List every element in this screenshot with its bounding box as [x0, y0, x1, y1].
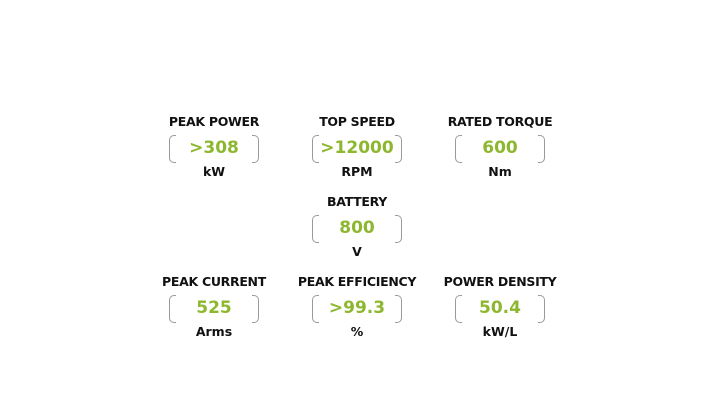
spec-label: POWER DENSITY	[443, 274, 557, 289]
left-bracket	[169, 135, 176, 163]
spec-unit: Nm	[488, 164, 512, 179]
value-bracket-box: 525	[169, 295, 259, 323]
spec-value: 800	[339, 218, 375, 238]
spec-label: RATED TORQUE	[447, 114, 553, 129]
value-bracket-box: 800	[312, 215, 402, 243]
spec-unit: Arms	[195, 324, 233, 339]
spec-peak-power: PEAK POWER >308 kW	[144, 114, 284, 180]
spec-label: TOP SPEED	[319, 114, 395, 129]
value-bracket-box: 50.4	[455, 295, 545, 323]
spec-label: PEAK EFFICIENCY	[297, 274, 417, 289]
right-bracket	[538, 135, 545, 163]
right-bracket	[252, 295, 259, 323]
spec-unit: V	[352, 244, 362, 259]
left-bracket	[169, 295, 176, 323]
spec-label: BATTERY	[326, 194, 387, 209]
spec-value: >99.3	[328, 298, 386, 318]
spec-power-density: POWER DENSITY 50.4 kW/L	[430, 274, 570, 340]
right-bracket	[395, 295, 402, 323]
value-bracket-box: >99.3	[312, 295, 402, 323]
value-bracket-box: >12000	[312, 135, 402, 163]
spec-value: 600	[482, 138, 518, 158]
spec-unit: %	[350, 324, 364, 339]
left-bracket	[312, 295, 319, 323]
spec-battery: BATTERY 800 V	[287, 194, 427, 260]
spec-label: PEAK POWER	[168, 114, 260, 129]
right-bracket	[538, 295, 545, 323]
spec-value: 525	[196, 298, 232, 318]
spec-unit: RPM	[341, 164, 373, 179]
spec-value: 50.4	[479, 298, 521, 318]
left-bracket	[455, 135, 462, 163]
right-bracket	[395, 215, 402, 243]
spec-value: >12000	[320, 138, 394, 158]
value-bracket-box: >308	[169, 135, 259, 163]
spec-unit: kW/L	[482, 324, 518, 339]
left-bracket	[312, 135, 319, 163]
spec-value: >308	[189, 138, 239, 158]
value-bracket-box: 600	[455, 135, 545, 163]
spec-rated-torque: RATED TORQUE 600 Nm	[430, 114, 570, 180]
spec-peak-efficiency: PEAK EFFICIENCY >99.3 %	[287, 274, 427, 340]
right-bracket	[252, 135, 259, 163]
spec-peak-current: PEAK CURRENT 525 Arms	[144, 274, 284, 340]
spec-unit: kW	[202, 164, 226, 179]
right-bracket	[395, 135, 402, 163]
spec-top-speed: TOP SPEED >12000 RPM	[287, 114, 427, 180]
left-bracket	[312, 215, 319, 243]
left-bracket	[455, 295, 462, 323]
spec-label: PEAK CURRENT	[162, 274, 266, 289]
